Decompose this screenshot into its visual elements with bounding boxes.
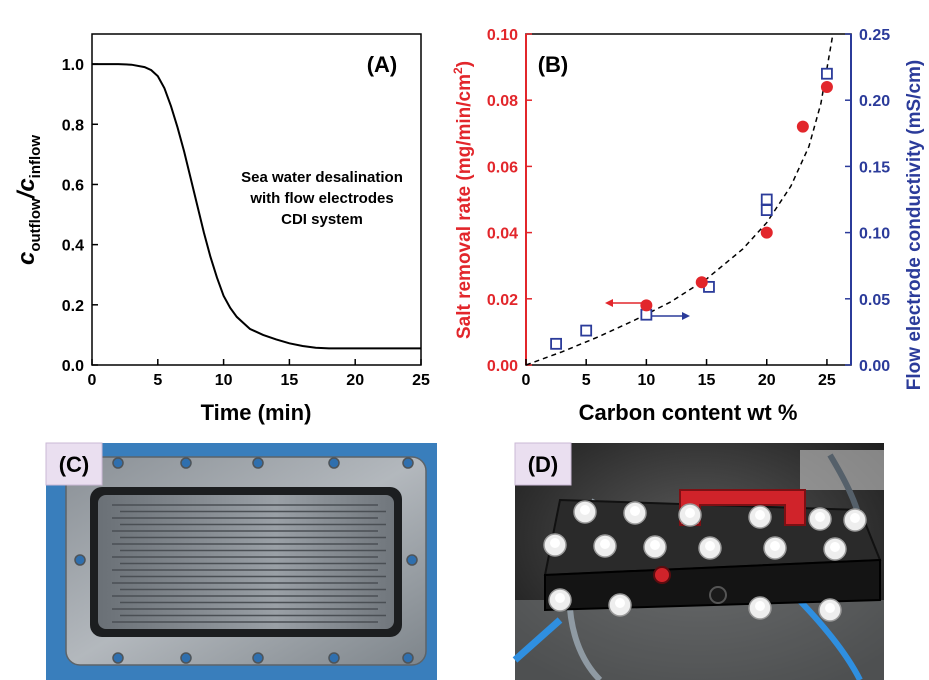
white-knob-cap [600, 539, 610, 549]
a-xtick-label: 0 [88, 372, 97, 389]
serpentine-channels [112, 504, 386, 623]
white-knob-cap [615, 598, 625, 608]
a-ytick-label: 0.4 [62, 238, 84, 255]
salt-removal-point [760, 226, 773, 239]
mounting-hole [74, 554, 86, 566]
a-ytick-label: 0.2 [62, 298, 84, 315]
white-knob-cap [685, 508, 695, 518]
white-knob-cap [815, 512, 825, 522]
panel-b-right-ylabel: Flow electrode conductivity (mS/cm) [904, 60, 925, 390]
mounting-hole [328, 457, 340, 469]
b-right-tick-label: 0.25 [859, 27, 890, 44]
b-left-tick-label: 0.06 [487, 159, 518, 176]
mounting-hole [180, 652, 192, 664]
panel-d-tag-box [514, 442, 572, 486]
panel-a-frame [91, 33, 422, 366]
panel-a-chart: 0 5 10 15 20 25 0.0 0.2 0.4 0.6 0.8 1.0 (A) Sea wa… [13, 33, 430, 425]
red-port [653, 566, 671, 584]
b-left-tick-label: 0.10 [487, 27, 518, 44]
white-knob-cap [580, 505, 590, 515]
panel-c-tag-box [45, 442, 103, 486]
panel-b-tag: (B) [538, 52, 569, 77]
white-knob-cap [650, 540, 660, 550]
b-left-tick-label: 0.04 [487, 226, 518, 243]
b-right-tick-label: 0.10 [859, 226, 890, 243]
white-knob-cap [630, 506, 640, 516]
b-xtick-label: 10 [637, 372, 655, 389]
salt-removal-point [820, 80, 833, 93]
panel-a-ylabel: coutflow/cinflow [13, 135, 44, 265]
b-xtick-label: 20 [758, 372, 776, 389]
a-ytick-label: 0.0 [62, 358, 84, 375]
mounting-hole [328, 652, 340, 664]
salt-removal-point [695, 276, 708, 289]
white-knob-cap [705, 541, 715, 551]
panel-d-tag: (D) [528, 452, 559, 477]
conductivity-point [821, 67, 833, 80]
panel-c-photo: (C) [45, 442, 437, 680]
panel-b-chart: 0 5 10 15 20 25 0.00 0.02 0.04 0.06 0.08 0.10 0.00… [451, 27, 925, 425]
a-ytick-label: 0.6 [62, 177, 84, 194]
salt-removal-point [796, 120, 809, 133]
tube-blue [512, 617, 563, 663]
white-knobs [543, 500, 867, 622]
mounting-hole [402, 652, 414, 664]
mounting-hole [402, 457, 414, 469]
panel-b-left-ylabel: Salt removal rate (mg/min/cm2) [451, 61, 475, 339]
conductivity-point [550, 337, 562, 350]
mounting-hole [180, 457, 192, 469]
b-left-tick-label: 0.00 [487, 358, 518, 375]
a-ytick-label: 0.8 [62, 117, 84, 134]
right-axis-arrow [652, 312, 690, 320]
b-right-tick-label: 0.00 [859, 358, 890, 375]
b-left-tick-label: 0.02 [487, 292, 518, 309]
annotation-line-2: with flow electrodes [249, 190, 393, 207]
mounting-hole [112, 652, 124, 664]
white-knob-cap [555, 593, 565, 603]
mounting-holes [74, 457, 418, 664]
b-xtick-label: 25 [818, 372, 836, 389]
mounting-hole [406, 554, 418, 566]
panel-c-tag: (C) [59, 452, 90, 477]
conductivity-point [580, 324, 593, 337]
b-right-tick-label: 0.15 [859, 159, 890, 176]
b-left-tick-label: 0.08 [487, 93, 518, 110]
b-xtick-label: 0 [522, 372, 531, 389]
b-xtick-label: 5 [582, 372, 591, 389]
white-knob-cap [825, 603, 835, 613]
mounting-hole [252, 652, 264, 664]
a-xtick-label: 20 [346, 372, 364, 389]
a-xtick-label: 15 [281, 372, 299, 389]
salt-removal-point [640, 299, 653, 312]
left-axis-arrow [605, 299, 643, 307]
conductivity-point [760, 204, 773, 216]
annotation-line-3: CDI system [281, 211, 363, 228]
a-xtick-label: 25 [412, 372, 430, 389]
a-xtick-label: 5 [153, 372, 162, 389]
annotation-line-1: Sea water desalination [241, 169, 403, 186]
black-port [709, 586, 727, 604]
white-knob-cap [850, 513, 860, 523]
b-right-tick-label: 0.20 [859, 93, 890, 110]
panel-a-annotation: Sea water desalination with flow electro… [241, 169, 403, 228]
panel-a-xlabel: Time (min) [201, 400, 312, 425]
panel-b-xlabel: Carbon content wt % [579, 400, 798, 425]
panel-a-curve [92, 63, 421, 350]
white-knob-cap [770, 541, 780, 551]
panel-d-photo: (D) [512, 442, 884, 680]
a-ytick-label: 1.0 [62, 57, 84, 74]
mounting-hole [112, 457, 124, 469]
white-knob-cap [755, 601, 765, 611]
panel-a-tag: (A) [367, 52, 398, 77]
b-xtick-label: 15 [698, 372, 716, 389]
white-knob-cap [755, 510, 765, 520]
a-xtick-label: 10 [215, 372, 233, 389]
conductivity-point [760, 193, 773, 206]
mounting-hole [252, 457, 264, 469]
white-knob-cap [830, 542, 840, 552]
white-knob-cap [550, 538, 560, 548]
b-right-tick-label: 0.05 [859, 292, 890, 309]
